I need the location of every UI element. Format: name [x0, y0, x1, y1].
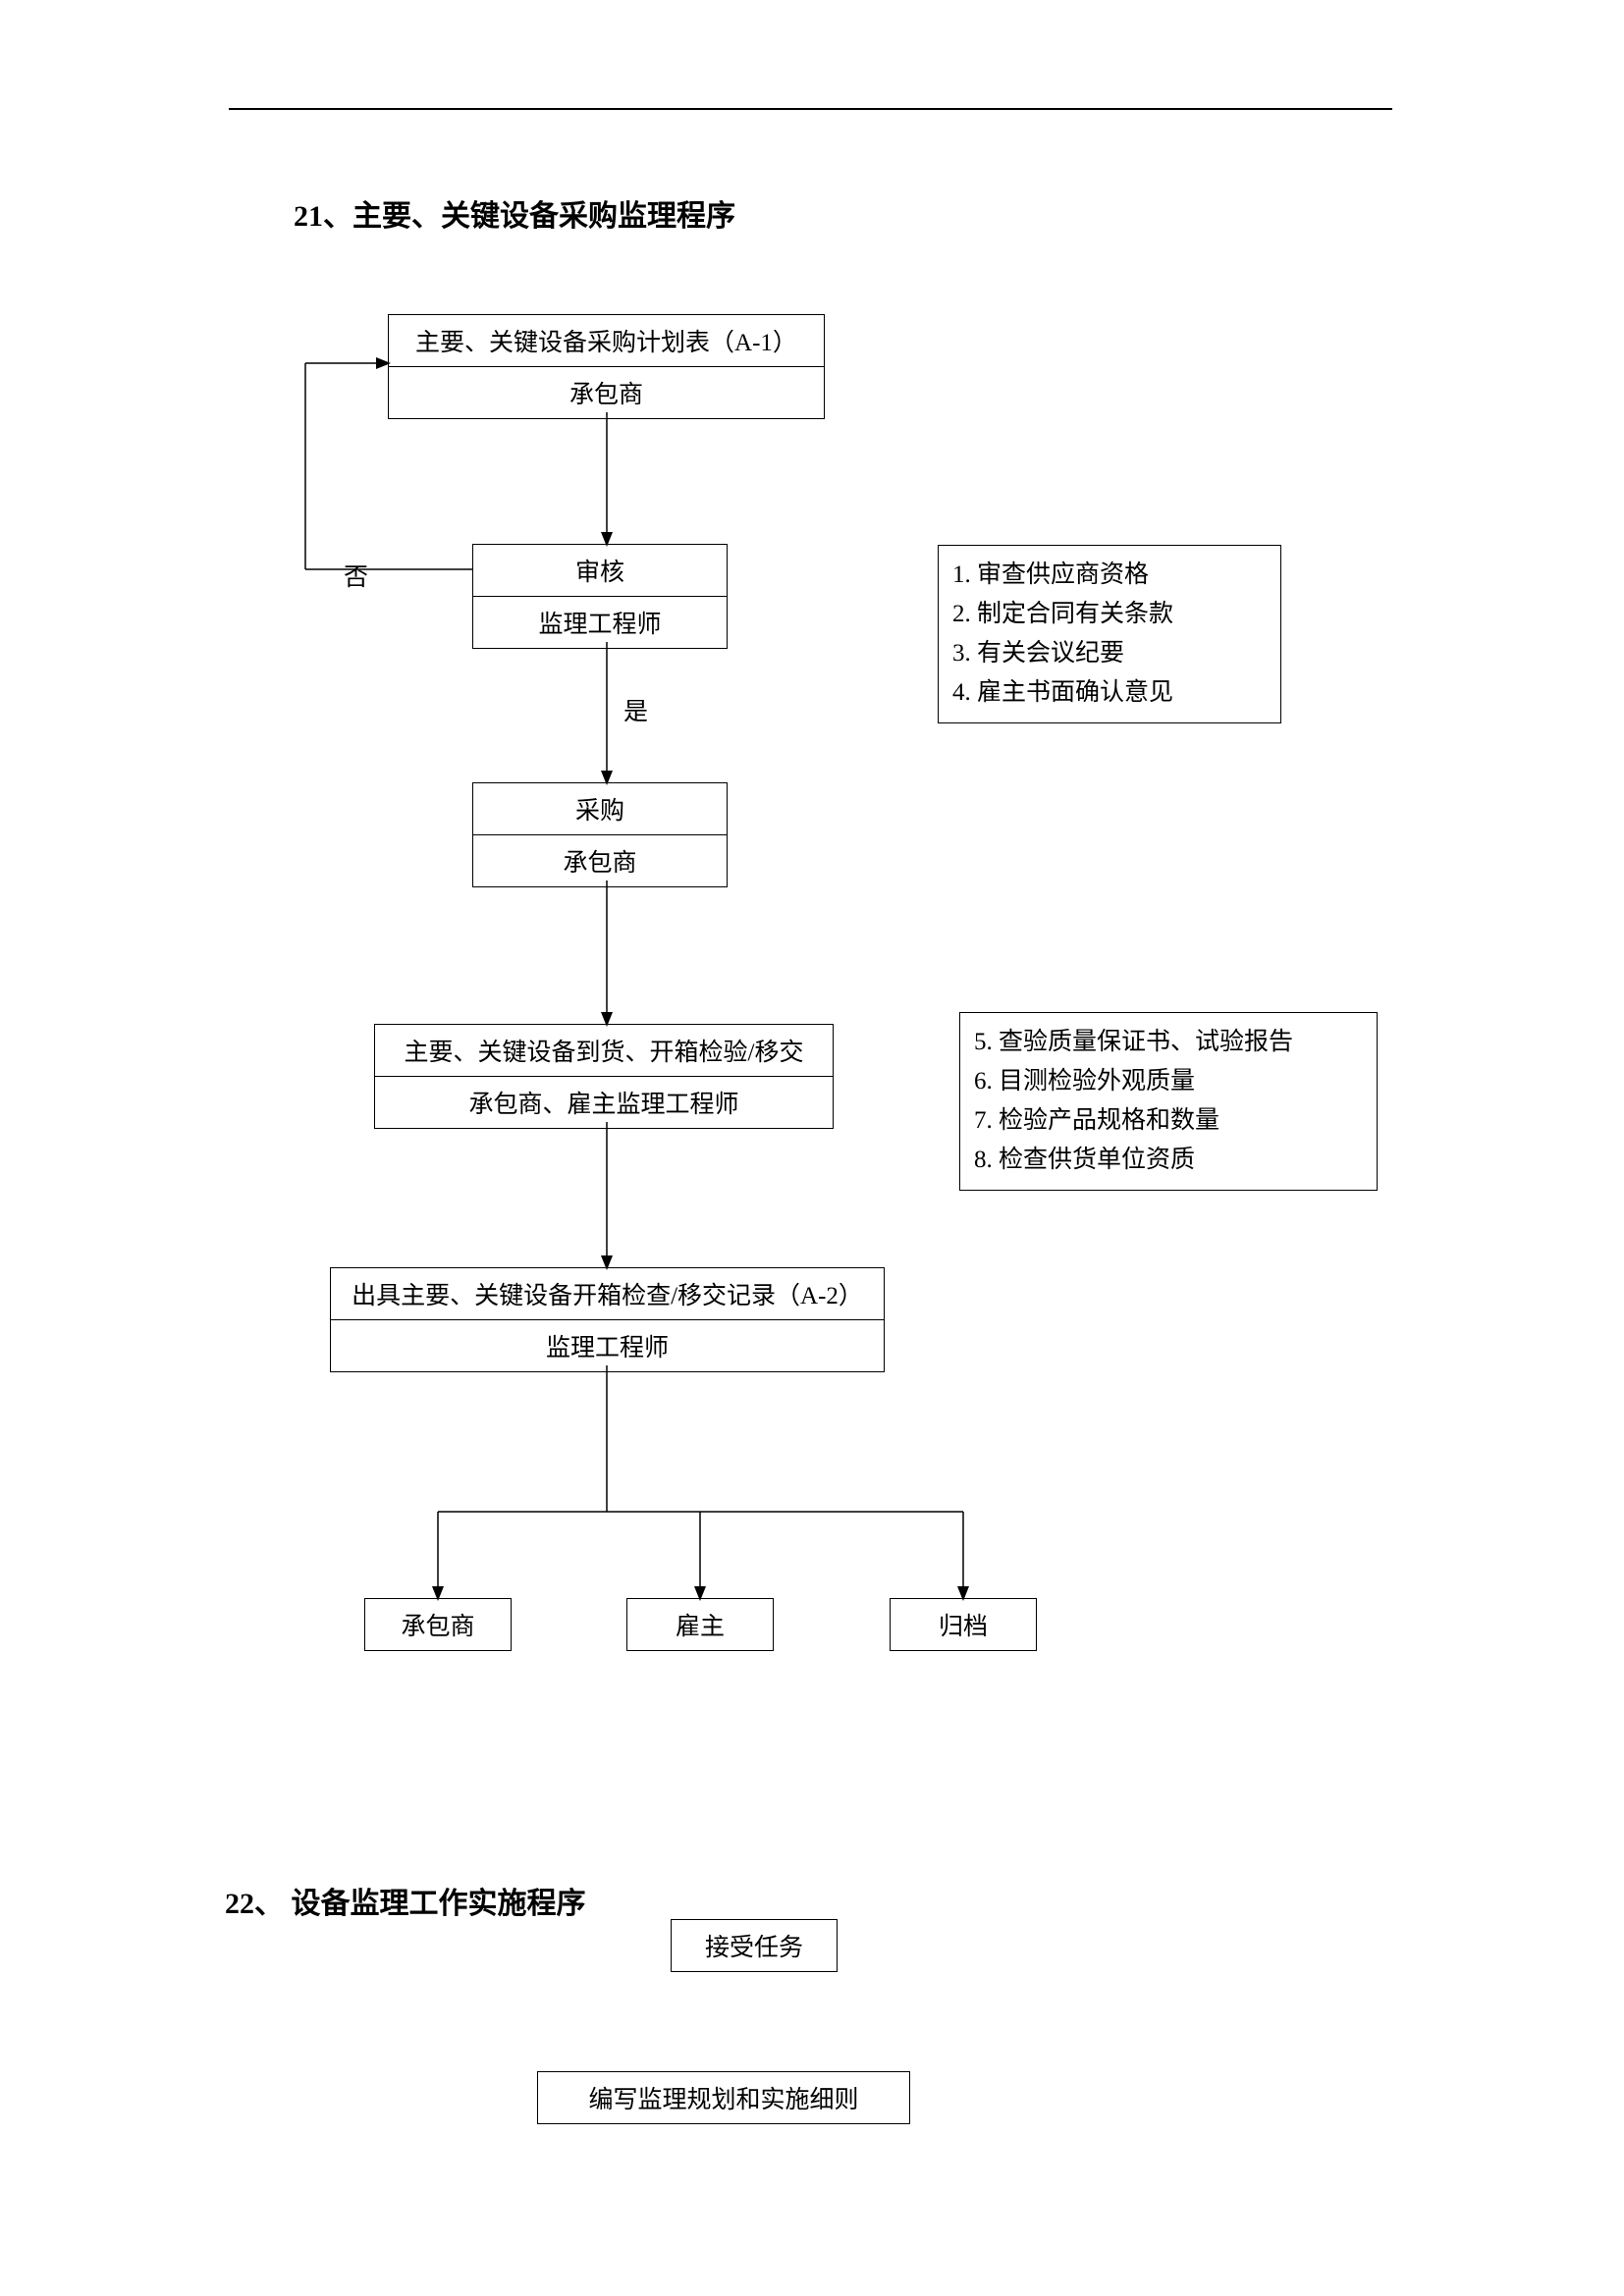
node-plan-form: 主要、关键设备采购计划表（A-1） 承包商	[388, 314, 825, 419]
node-arrival: 主要、关键设备到货、开箱检验/移交 承包商、雇主监理工程师	[374, 1024, 834, 1129]
node-accept-task: 接受任务	[671, 1919, 838, 1972]
node-archive: 归档	[890, 1598, 1037, 1651]
heading-22: 22、 设备监理工作实施程序	[225, 1879, 586, 1922]
node-contractor: 承包商	[364, 1598, 512, 1651]
annot1-item-2: 2. 制定合同有关条款	[952, 595, 1267, 634]
annotation-2: 5. 查验质量保证书、试验报告 6. 目测检验外观质量 7. 检验产品规格和数量…	[959, 1012, 1378, 1191]
node-arrival-sub: 承包商、雇主监理工程师	[375, 1077, 833, 1128]
node-procure-sub: 承包商	[473, 835, 727, 886]
node-review-sub: 监理工程师	[473, 597, 727, 648]
node-record-title: 出具主要、关键设备开箱检查/移交记录（A-2）	[331, 1268, 884, 1320]
node-plan-form-title: 主要、关键设备采购计划表（A-1）	[389, 315, 824, 367]
node-procure: 采购 承包商	[472, 782, 728, 887]
annot2-item-1: 5. 查验质量保证书、试验报告	[974, 1023, 1363, 1062]
annot1-item-1: 1. 审查供应商资格	[952, 556, 1267, 595]
annot2-item-4: 8. 检查供货单位资质	[974, 1141, 1363, 1180]
node-record: 出具主要、关键设备开箱检查/移交记录（A-2） 监理工程师	[330, 1267, 885, 1372]
annot2-item-2: 6. 目测检验外观质量	[974, 1062, 1363, 1101]
node-employer: 雇主	[626, 1598, 774, 1651]
annot1-item-3: 3. 有关会议纪要	[952, 634, 1267, 673]
node-arrival-title: 主要、关键设备到货、开箱检验/移交	[375, 1025, 833, 1077]
annotation-1: 1. 审查供应商资格 2. 制定合同有关条款 3. 有关会议纪要 4. 雇主书面…	[938, 545, 1281, 723]
node-review: 审核 监理工程师	[472, 544, 728, 649]
node-review-title: 审核	[473, 545, 727, 597]
annot2-item-3: 7. 检验产品规格和数量	[974, 1101, 1363, 1141]
node-plan-form-sub: 承包商	[389, 367, 824, 418]
node-procure-title: 采购	[473, 783, 727, 835]
page: 21、主要、关键设备采购监理程序 主要、关键设备采购计划表（A-1） 承包商 审…	[0, 0, 1624, 2296]
annot1-item-4: 4. 雇主书面确认意见	[952, 673, 1267, 713]
header-divider	[229, 108, 1392, 110]
node-record-sub: 监理工程师	[331, 1320, 884, 1371]
label-yes: 是	[623, 692, 648, 727]
label-no: 否	[344, 558, 368, 593]
heading-21: 21、主要、关键设备采购监理程序	[294, 191, 735, 235]
node-compile-plan: 编写监理规划和实施细则	[537, 2071, 910, 2124]
